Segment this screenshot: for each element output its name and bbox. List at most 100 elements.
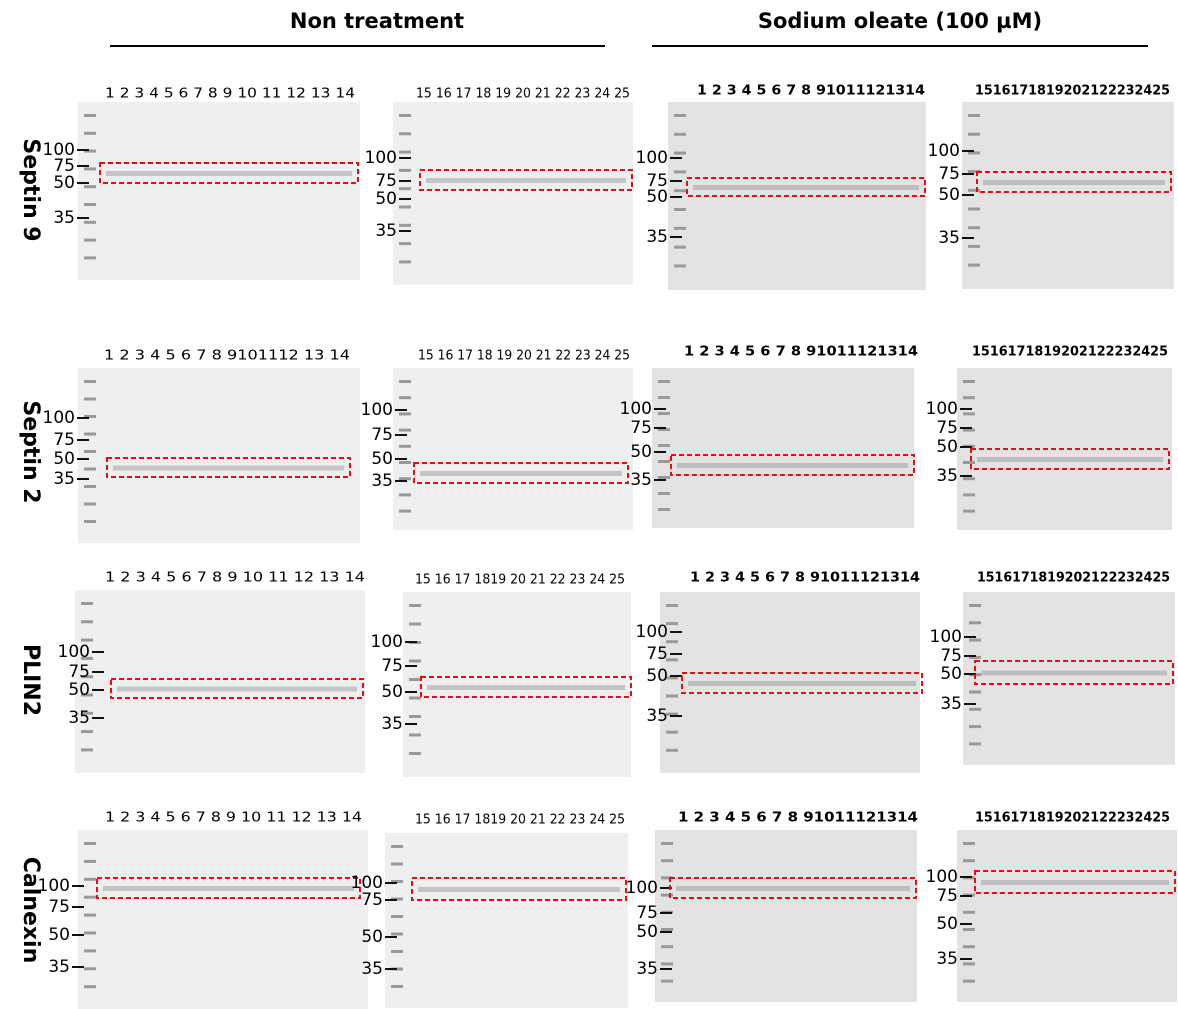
ladder-band [84,415,96,418]
ladder-band [84,877,96,881]
highlight-box [96,877,361,899]
ladder-band [409,678,421,681]
highlight-box [110,678,364,699]
ladder-band [674,208,686,211]
highlight-box [976,171,1172,193]
ladder-band [661,979,673,983]
ladder-band [963,945,975,949]
marker-label: 75 [375,171,397,191]
highlight-box [99,162,359,184]
ladder-band [391,915,403,918]
marker-label: 75 [381,656,403,676]
band [420,471,622,476]
marker-label: 75 [636,903,658,923]
ladder-band [409,733,421,737]
ladder-band [84,913,96,917]
ladder-band [963,979,975,983]
lane-labels: 1 2 3 4 5 6 7 8 91011121314 [678,811,918,826]
blot-panel [75,590,365,773]
ladder-band [968,114,980,117]
blot-panel [78,830,368,1009]
ladder-band [658,444,670,447]
marker-label: 75 [936,418,958,438]
marker-label: 50 [48,925,70,945]
ladder-band [661,945,673,949]
blot-image [78,102,360,280]
ladder-band [84,149,96,153]
marker-label: 50 [381,682,403,702]
band [427,685,625,690]
lane-labels: 1 2 3 4 5 6 7 8 9 10 11 12 13 14 [105,87,355,102]
blot-image [78,830,368,1009]
ladder-band [666,622,678,626]
lane-labels: 15 16 17 1819 20 21 22 23 24 25 [415,813,625,828]
ladder-band [84,203,96,206]
blot-image [660,592,920,773]
ladder-band [963,461,975,464]
lane-labels: 1 2 3 4 5 6 7 8 9 10 11 12 13 14 [105,811,362,826]
ladder-band [666,676,678,680]
blot-image [963,592,1175,765]
lane-labels: 1516171819202122232425 [977,571,1170,586]
blot-panel [963,592,1175,765]
ladder-band [658,428,670,431]
ladder-band [84,985,96,989]
ladder-band [84,380,96,383]
marker-label: 50 [630,442,652,462]
blot-image [403,592,631,777]
ladder-band [84,131,96,135]
blot-panel [957,830,1177,1002]
lane-labels: 1 2 3 4 5 6 7 8 9101112 13 14 [104,349,350,364]
marker-label: 50 [636,922,658,942]
ladder-band [658,508,670,511]
blot-panel [78,368,360,543]
marker-label: 100 [371,632,403,652]
blot-panel [385,833,628,1008]
marker-label: 100 [636,148,668,168]
ladder-band [84,502,96,506]
marker-label: 100 [926,867,958,887]
ladder-band [674,132,686,136]
ladder-band [84,450,96,453]
ladder-band [81,693,93,697]
row-label: PLIN2 [18,644,43,716]
ladder-band [81,602,93,605]
band [677,463,908,468]
band [676,886,910,891]
marker-label: 35 [371,471,393,491]
blot-panel [652,368,914,528]
band [418,887,620,892]
ladder-band [399,150,411,154]
blot-image [385,833,628,1008]
band [106,171,352,176]
ladder-band [969,655,981,659]
lane-labels: 15 16 17 18 19 20 21 22 23 24 25 [416,87,630,102]
header-right: Sodium oleate (100 µM) [758,9,1042,33]
marker-label: 75 [646,171,668,191]
ladder-band [399,412,411,416]
blot-panel [403,592,631,777]
ladder-band [963,380,975,383]
ladder-band [658,380,670,383]
marker-label: 75 [936,886,958,906]
ladder-band [399,428,411,432]
ladder-band [81,675,93,679]
blot-panel [393,368,633,530]
ladder-band [409,622,421,626]
ladder-band [84,114,96,117]
band [113,465,344,471]
ladder-band [84,467,96,471]
row-label: Septin 9 [18,138,43,241]
ladder-band [84,931,96,935]
ladder-band [399,444,411,448]
marker-label: 100 [926,399,958,419]
row-label: Septin 2 [18,400,43,503]
ladder-band [84,220,96,224]
blot-image [962,102,1174,289]
ladder-band [84,397,96,401]
ladder-band [84,256,96,260]
blot-panel [78,102,360,280]
marker-label: 100 [626,878,658,898]
ladder-band [81,656,93,660]
